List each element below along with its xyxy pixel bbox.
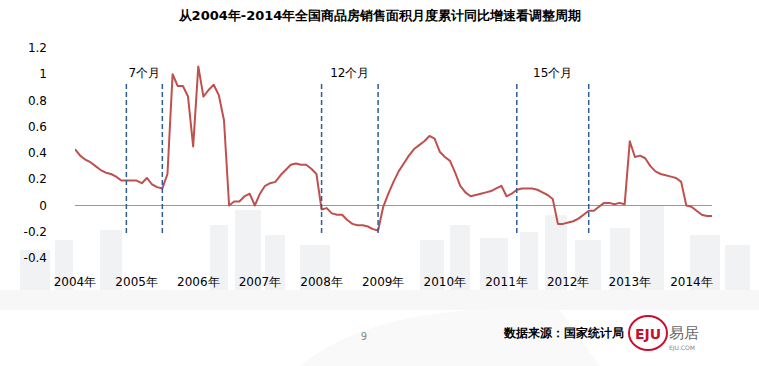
logo-mark: EJU (635, 326, 661, 342)
logo-ring (629, 316, 667, 350)
y-tick-label: 0.4 (28, 146, 47, 160)
annotation-line (321, 84, 323, 234)
annotation-line (162, 84, 164, 234)
annotation-line (516, 84, 518, 234)
x-tick-label: 2010年 (424, 275, 467, 289)
ground (0, 290, 759, 310)
title: 从2004年-2014年全国商品房销售面积月度累计同比增速看调整周期 (178, 8, 582, 23)
x-tick-label: 2013年 (609, 275, 652, 289)
chart: 从2004年-2014年全国商品房销售面积月度累计同比增速看调整周期 1.2 1 0.… (0, 0, 759, 366)
annotation-line (588, 84, 590, 234)
x-tick-label: 2008年 (300, 275, 343, 289)
source: 数据来源：国家统计局 (503, 326, 624, 340)
page-number: 9 (361, 331, 367, 342)
building (100, 230, 122, 300)
x-tick-label: 2014年 (670, 275, 713, 289)
annotation-box (531, 63, 575, 81)
building (520, 232, 538, 300)
x-tick-label: 2004年 (54, 275, 97, 289)
y-tick-label: 0.6 (28, 120, 47, 134)
annotation-box (127, 63, 162, 81)
y-tick-label: 0.8 (28, 94, 47, 108)
x-tick-label: 2006年 (177, 275, 220, 289)
skyline (0, 205, 759, 366)
annotation-line (126, 84, 128, 234)
x-tick-label: 2012年 (547, 275, 590, 289)
plot (75, 66, 712, 230)
y-tick-label: 0.2 (28, 172, 47, 186)
y-tick-label: 1.2 (28, 41, 47, 55)
annotation-label: 7个月 (129, 66, 161, 80)
x-tick-label: 2005年 (115, 275, 158, 289)
building (610, 228, 630, 300)
y-tick-label: 1 (39, 67, 47, 81)
y-tick-label: -0.4 (24, 251, 47, 265)
y-tick-label: -0.2 (24, 225, 47, 239)
series-line (75, 66, 712, 230)
logo-name: 易居 (669, 324, 699, 342)
annotation-label: 12个月 (330, 66, 369, 80)
x-tick-label: 2007年 (239, 275, 282, 289)
logo-url: EJU.COM (669, 344, 695, 352)
y-tick-label: 0 (39, 199, 47, 213)
annotation-box (328, 63, 372, 81)
annotation-line (377, 84, 379, 234)
x-tick-label: 2009年 (362, 275, 405, 289)
x-tick-label: 2011年 (485, 275, 528, 289)
annotation-label: 15个月 (533, 66, 572, 80)
zero-line (75, 205, 712, 206)
